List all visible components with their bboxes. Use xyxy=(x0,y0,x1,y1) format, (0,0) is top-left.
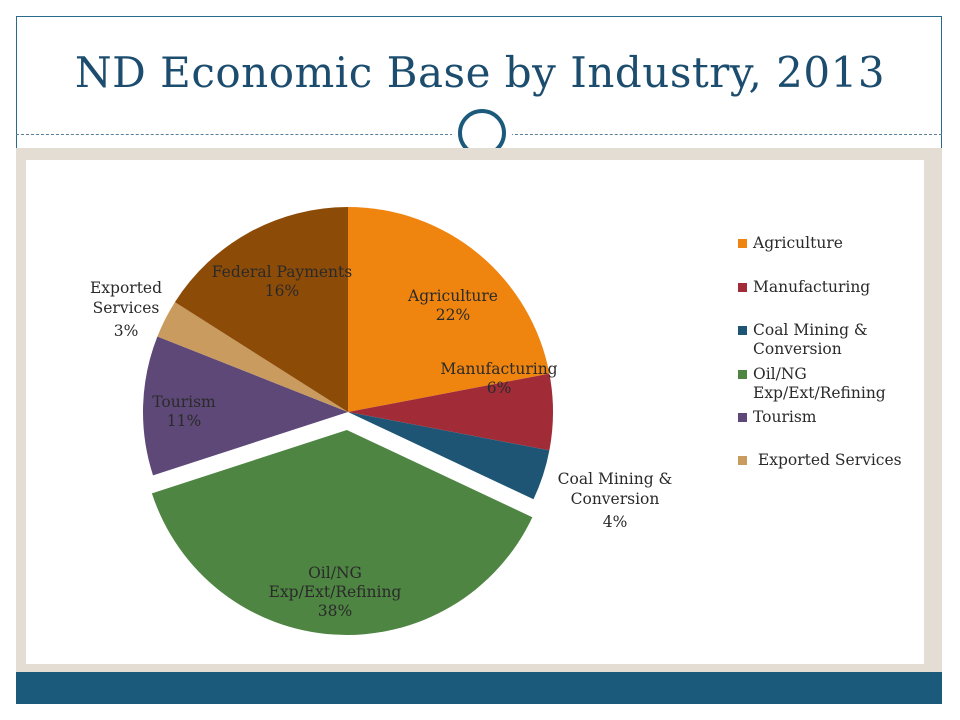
slice-label-manufacturing-value: 6% xyxy=(486,379,512,397)
pie-slice-manufacturing xyxy=(348,373,553,451)
slice-label-oil-ng-line1: Oil/NG xyxy=(308,564,362,582)
legend-label-manufacturing: Manufacturing xyxy=(753,278,871,296)
slice-label-coal-mining-line1: Coal Mining & xyxy=(557,470,673,488)
slice-label-tourism-value: 11% xyxy=(166,412,202,430)
pie-slice-federal-payments xyxy=(174,207,348,412)
slice-label-oil-ng-line2: Exp/Ext/Refining xyxy=(268,583,402,601)
slice-label-coal-mining-line2: Conversion xyxy=(570,490,660,508)
pie-slice-exported-services xyxy=(157,302,348,412)
legend-swatch-agriculture xyxy=(738,239,747,248)
pie-slice-coal-mining-conversion xyxy=(348,412,550,500)
slice-label-manufacturing-name: Manufacturing xyxy=(440,360,558,378)
slice-label-exported-services-line2: Services xyxy=(92,299,160,317)
pie-slice-tourism xyxy=(142,336,348,476)
legend-label-exported-services: Exported Services xyxy=(753,451,902,469)
legend-swatch-tourism xyxy=(738,413,747,422)
slice-label-exported-services-value: 3% xyxy=(113,322,139,340)
slice-label-federal-payments-name: Federal Payments xyxy=(211,263,353,281)
slice-label-federal-payments-value: 16% xyxy=(264,282,300,300)
pie-slices xyxy=(142,207,553,635)
footer-bar xyxy=(16,672,942,704)
pie-slice-oil-ng-exp-ext-refining xyxy=(151,429,533,635)
legend-swatch-oil-ng xyxy=(738,370,747,379)
slice-label-tourism-name: Tourism xyxy=(152,393,216,411)
slice-label-manufacturing: Manufacturing 6% xyxy=(432,360,566,398)
slice-label-coal-mining-value: 4% xyxy=(602,513,628,531)
slice-label-oil-ng: Oil/NG Exp/Ext/Refining 38% xyxy=(250,564,420,621)
legend-swatch-manufacturing xyxy=(738,283,747,292)
legend-label-coal-mining: Coal Mining & Conversion xyxy=(753,321,868,358)
legend-swatch-exported-services xyxy=(738,456,747,465)
slice-label-federal-payments: Federal Payments 16% xyxy=(202,263,362,301)
slice-label-oil-ng-value: 38% xyxy=(317,602,353,620)
slice-label-exported-services: Exported Services 3% xyxy=(86,278,166,341)
pie-slice-agriculture xyxy=(348,207,550,412)
slice-label-agriculture-name: Agriculture xyxy=(408,287,498,305)
legend-swatch-coal-mining xyxy=(738,326,747,335)
slice-label-agriculture-value: 22% xyxy=(435,306,471,324)
slice-label-exported-services-line1: Exported xyxy=(89,279,163,297)
slice-label-tourism: Tourism 11% xyxy=(140,393,228,431)
slice-label-coal-mining: Coal Mining & Conversion 4% xyxy=(548,469,682,532)
legend-label-tourism: Tourism xyxy=(753,408,817,426)
slide-title: ND Economic Base by Industry, 2013 xyxy=(74,48,886,97)
legend-label-oil-ng: Oil/NG Exp/Ext/Refining xyxy=(753,365,886,402)
legend-label-agriculture: Agriculture xyxy=(753,234,843,252)
slice-label-agriculture: Agriculture 22% xyxy=(396,287,510,325)
